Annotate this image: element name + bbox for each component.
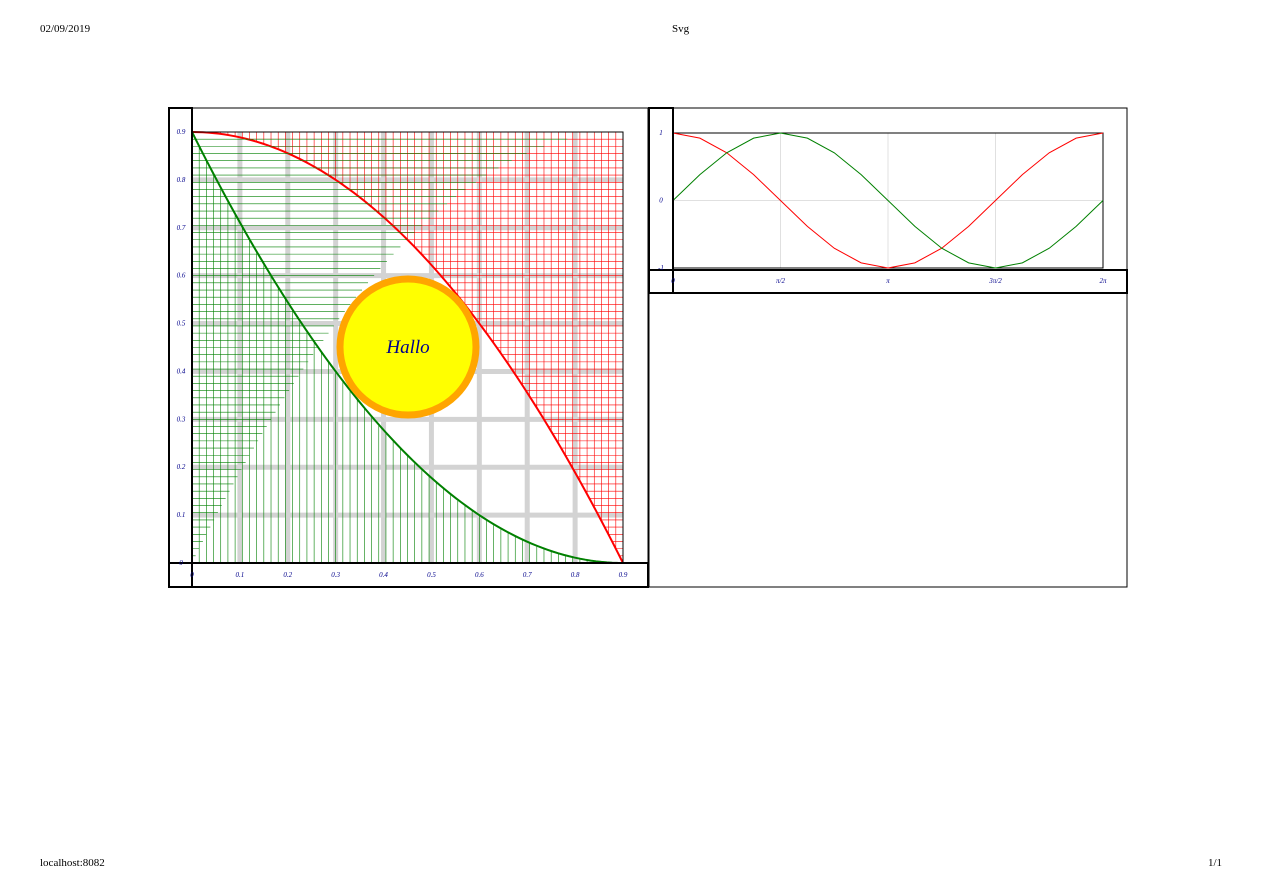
y-tick-label: 0.5 [177, 320, 186, 328]
y-tick-label: 0.3 [177, 415, 186, 423]
trig-series [672, 132, 1104, 269]
y-tick-label: 0.4 [177, 367, 186, 375]
x-tick-label: 0.5 [427, 571, 436, 579]
trig-x-tick-label: 3π/2 [988, 277, 1002, 285]
hallo-circle [336, 275, 480, 419]
trig-x-tick-label: π [886, 277, 890, 285]
trig-x-tick-label: π/2 [776, 277, 785, 285]
trig-x-tick-label: 0 [671, 277, 675, 285]
x-tick-label: 0.6 [475, 571, 484, 579]
x-tick-label: 0.7 [523, 571, 532, 579]
y-tick-label: 0.2 [177, 463, 186, 471]
trig-y-ticks: 1 0 -1 [658, 129, 664, 272]
lower-arc [191, 131, 624, 564]
x-tick-label: 0.9 [619, 571, 628, 579]
x-tick-label: 0.8 [571, 571, 580, 579]
y-tick-label: 0.6 [177, 272, 186, 280]
left-panel: 00.10.20.30.40.50.60.70.80.9 0 0.1 0.2 0.3 0… [168, 107, 649, 588]
y-axis-ticks: 0 0.1 0.2 0.3 0.4 0.5 0.6 0.7 0.8 0.9 [177, 128, 186, 567]
y-tick-label: 0.7 [177, 224, 186, 232]
right-panel-frame [648, 107, 1128, 588]
print-title: Svg [672, 23, 690, 35]
y-tick-label: 0 [179, 559, 183, 567]
series-line-1 [672, 132, 1104, 269]
x-tick-label: 0.4 [379, 571, 388, 579]
y-tick-label: 0.1 [177, 511, 186, 519]
right-panel: 1 0 -1 0 π/2 π 3π/2 2π [648, 107, 1128, 588]
y-tick-label: 0.9 [177, 128, 186, 136]
trig-y-tick-label: 0 [659, 197, 663, 205]
circle-label: Hallo [385, 337, 429, 358]
trig-x-tick-label: 2π [1099, 277, 1107, 285]
x-axis-ticks: 0 0.1 0.2 0.3 0.4 0.5 0.6 0.7 0.8 0.9 [190, 571, 628, 579]
x-tick-label: 0 [190, 571, 194, 579]
trig-y-tick-label: 1 [659, 129, 663, 137]
trig-y-tick-label: -1 [658, 264, 664, 272]
print-date: 02/09/2019 [40, 23, 91, 35]
y-tick-label: 0.8 [177, 176, 186, 184]
x-axis-strip [168, 562, 649, 588]
trig-x-ticks: 0 π/2 π 3π/2 2π [671, 277, 1107, 285]
print-page-number: 1/1 [1208, 857, 1223, 869]
trig-x-axis-strip [648, 269, 1128, 294]
series-line-2 [672, 132, 1104, 269]
lower-green-mesh [191, 131, 624, 564]
x-tick-label: 0.3 [331, 571, 340, 579]
x-tick-label: 0.1 [236, 571, 245, 579]
print-url: localhost:8082 [40, 857, 105, 869]
x-tick-label: 0.2 [283, 571, 292, 579]
